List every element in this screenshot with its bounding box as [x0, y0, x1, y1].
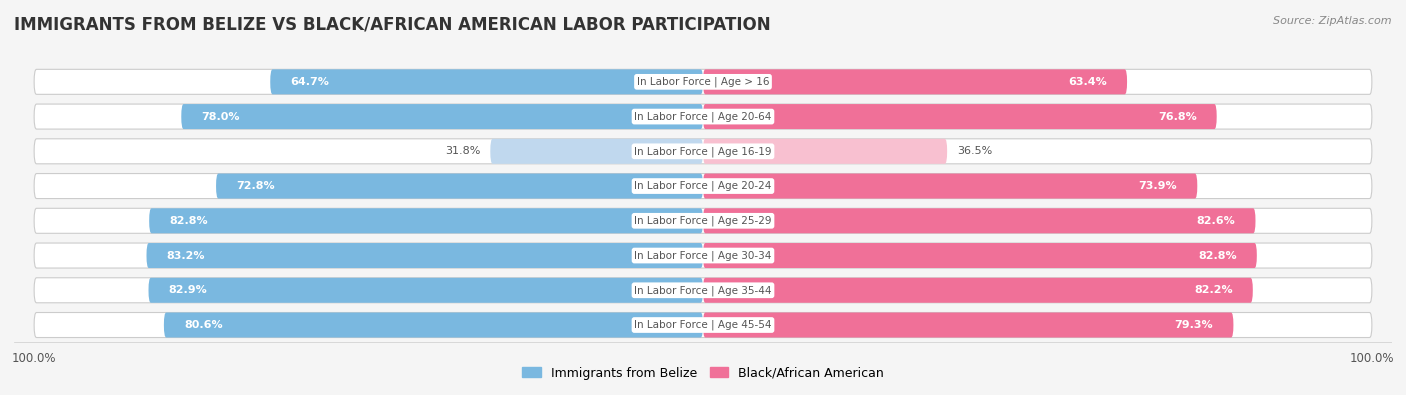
Text: 78.0%: 78.0% [201, 111, 240, 122]
Text: 72.8%: 72.8% [236, 181, 274, 191]
FancyBboxPatch shape [703, 208, 1256, 233]
Text: 31.8%: 31.8% [444, 146, 481, 156]
Text: 63.4%: 63.4% [1069, 77, 1107, 87]
Text: 82.6%: 82.6% [1197, 216, 1236, 226]
FancyBboxPatch shape [703, 243, 1257, 268]
Text: In Labor Force | Age 20-64: In Labor Force | Age 20-64 [634, 111, 772, 122]
FancyBboxPatch shape [34, 173, 1372, 199]
Text: 82.8%: 82.8% [169, 216, 208, 226]
Text: In Labor Force | Age 45-54: In Labor Force | Age 45-54 [634, 320, 772, 330]
Text: In Labor Force | Age 35-44: In Labor Force | Age 35-44 [634, 285, 772, 295]
FancyBboxPatch shape [703, 173, 1198, 199]
Text: 79.3%: 79.3% [1175, 320, 1213, 330]
FancyBboxPatch shape [34, 208, 1372, 233]
FancyBboxPatch shape [165, 312, 703, 337]
FancyBboxPatch shape [34, 243, 1372, 268]
Text: In Labor Force | Age 20-24: In Labor Force | Age 20-24 [634, 181, 772, 191]
FancyBboxPatch shape [181, 104, 703, 129]
Text: 76.8%: 76.8% [1159, 111, 1197, 122]
FancyBboxPatch shape [149, 208, 703, 233]
Text: 73.9%: 73.9% [1139, 181, 1177, 191]
Text: IMMIGRANTS FROM BELIZE VS BLACK/AFRICAN AMERICAN LABOR PARTICIPATION: IMMIGRANTS FROM BELIZE VS BLACK/AFRICAN … [14, 16, 770, 34]
FancyBboxPatch shape [34, 70, 1372, 94]
FancyBboxPatch shape [34, 278, 1372, 303]
Text: In Labor Force | Age > 16: In Labor Force | Age > 16 [637, 77, 769, 87]
FancyBboxPatch shape [703, 278, 1253, 303]
Text: 64.7%: 64.7% [290, 77, 329, 87]
FancyBboxPatch shape [703, 312, 1233, 337]
Text: 36.5%: 36.5% [957, 146, 993, 156]
Text: 82.8%: 82.8% [1198, 250, 1237, 261]
FancyBboxPatch shape [270, 70, 703, 94]
FancyBboxPatch shape [703, 139, 948, 164]
Text: 80.6%: 80.6% [184, 320, 222, 330]
Text: 82.9%: 82.9% [169, 285, 207, 295]
FancyBboxPatch shape [703, 70, 1128, 94]
FancyBboxPatch shape [34, 139, 1372, 164]
FancyBboxPatch shape [146, 243, 703, 268]
FancyBboxPatch shape [217, 173, 703, 199]
Text: 83.2%: 83.2% [166, 250, 205, 261]
FancyBboxPatch shape [34, 312, 1372, 337]
Text: Source: ZipAtlas.com: Source: ZipAtlas.com [1274, 16, 1392, 26]
Text: In Labor Force | Age 16-19: In Labor Force | Age 16-19 [634, 146, 772, 156]
Text: 82.2%: 82.2% [1194, 285, 1233, 295]
Text: In Labor Force | Age 25-29: In Labor Force | Age 25-29 [634, 216, 772, 226]
FancyBboxPatch shape [491, 139, 703, 164]
Text: In Labor Force | Age 30-34: In Labor Force | Age 30-34 [634, 250, 772, 261]
FancyBboxPatch shape [34, 104, 1372, 129]
FancyBboxPatch shape [149, 278, 703, 303]
FancyBboxPatch shape [703, 104, 1216, 129]
Legend: Immigrants from Belize, Black/African American: Immigrants from Belize, Black/African Am… [517, 361, 889, 385]
